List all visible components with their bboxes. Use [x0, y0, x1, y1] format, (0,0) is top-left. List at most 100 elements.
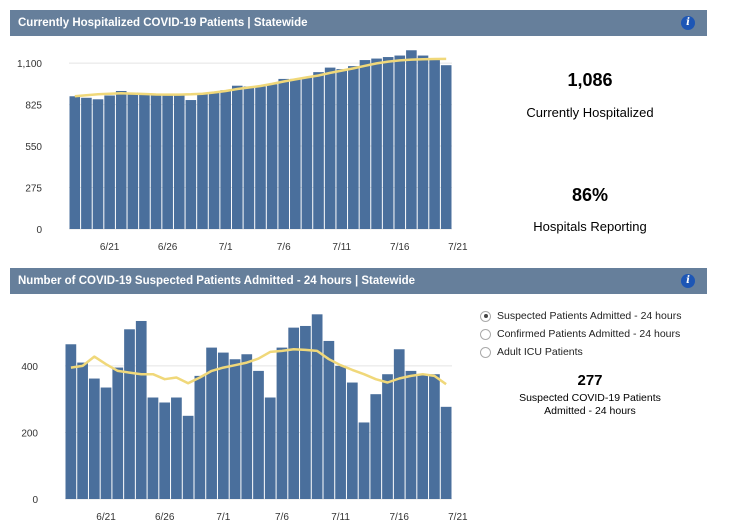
bar	[69, 96, 81, 229]
bar	[440, 406, 452, 499]
hospitalized-panel-header: Currently Hospitalized COVID-19 Patients…	[10, 10, 707, 36]
y-tick-label: 400	[21, 362, 38, 373]
bar	[194, 375, 206, 499]
x-tick-label: 6/21	[100, 242, 120, 253]
bar	[255, 86, 266, 230]
bar	[417, 55, 429, 230]
radio-button[interactable]	[480, 328, 491, 340]
x-tick-label: 7/1	[216, 512, 230, 523]
x-tick-label: 7/16	[390, 242, 410, 253]
bar	[173, 95, 185, 229]
y-tick-label: 275	[25, 184, 42, 195]
bar	[346, 382, 358, 499]
trend-line	[70, 348, 447, 386]
x-tick-label: 7/16	[389, 512, 409, 523]
bar	[197, 93, 208, 229]
y-tick-label: 0	[36, 225, 42, 236]
bar	[313, 72, 324, 229]
x-tick-label: 7/21	[448, 512, 468, 523]
bar	[88, 378, 100, 499]
currently-hospitalized-label: Currently Hospitalized	[526, 105, 654, 120]
bar	[65, 344, 77, 499]
x-tick-label: 7/11	[331, 512, 350, 523]
info-icon[interactable]: i	[681, 16, 695, 30]
bar	[104, 95, 115, 229]
radio-confirmed-admitted[interactable]: Confirmed Patients Admitted - 24 hours	[480, 326, 680, 342]
hospitals-reporting-label: Hospitals Reporting	[533, 219, 647, 234]
bar	[100, 387, 112, 499]
bar	[440, 65, 452, 229]
bar	[371, 58, 382, 229]
y-tick-label: 1,100	[17, 59, 42, 70]
bar	[182, 415, 194, 499]
suspected-admitted-label-line1: Suspected COVID-19 Patients	[519, 392, 661, 404]
bar	[159, 402, 171, 499]
info-icon[interactable]: i	[681, 274, 695, 288]
bar	[429, 59, 440, 229]
bar	[243, 86, 255, 230]
bar	[336, 69, 348, 229]
radio-label: Suspected Patients Admitted - 24 hours	[497, 310, 682, 322]
bar	[81, 97, 92, 230]
bar	[394, 55, 406, 230]
bar	[300, 325, 311, 499]
y-tick-label: 825	[25, 101, 42, 112]
x-tick-label: 7/1	[219, 242, 233, 253]
bar	[358, 422, 370, 499]
bar	[220, 90, 231, 229]
bar	[311, 314, 323, 499]
y-tick-label: 200	[21, 428, 38, 439]
y-tick-label: 550	[25, 142, 42, 153]
radio-button[interactable]	[480, 346, 491, 358]
bar	[382, 374, 393, 499]
admitted-panel-header: Number of COVID-19 Suspected Patients Ad…	[10, 268, 707, 294]
bar	[127, 92, 139, 229]
bar	[150, 94, 162, 229]
bar	[359, 60, 371, 229]
radio-adult-icu[interactable]: Adult ICU Patients	[480, 344, 583, 360]
bar	[241, 354, 253, 499]
bar	[162, 94, 173, 229]
bar	[217, 352, 229, 499]
y-tick-label: 0	[32, 495, 38, 506]
trend-line	[74, 57, 447, 98]
bar	[185, 100, 197, 229]
x-tick-label: 7/6	[275, 512, 289, 523]
bar	[278, 78, 290, 229]
bar	[77, 362, 88, 499]
currently-hospitalized-value: 1,086	[567, 70, 613, 90]
bar	[429, 374, 440, 499]
bar	[324, 67, 336, 229]
bar	[92, 99, 104, 230]
bar	[288, 327, 300, 499]
bar	[147, 397, 159, 499]
hospitalized-panel-title: Currently Hospitalized COVID-19 Patients…	[18, 17, 308, 29]
x-tick-label: 6/21	[96, 512, 116, 523]
x-tick-label: 7/21	[448, 242, 468, 253]
bar	[124, 329, 135, 499]
radio-label: Adult ICU Patients	[497, 346, 583, 358]
bar	[112, 367, 124, 499]
radio-button-selected[interactable]	[480, 310, 491, 322]
x-tick-label: 6/26	[155, 512, 175, 523]
bar	[171, 397, 182, 499]
bar	[290, 78, 301, 229]
hospitals-reporting-value: 86%	[571, 185, 609, 205]
bar	[139, 94, 150, 229]
admitted-panel-title: Number of COVID-19 Suspected Patients Ad…	[18, 275, 416, 287]
radio-suspected-admitted[interactable]: Suspected Patients Admitted - 24 hours	[480, 308, 681, 324]
suspected-admitted-value: 277	[577, 372, 603, 389]
bar	[323, 340, 335, 499]
bar	[208, 92, 220, 229]
bar	[417, 374, 429, 499]
bar	[335, 365, 346, 499]
bar	[406, 50, 417, 230]
bar	[229, 359, 241, 499]
admitted-bar-chart: 0 200 400 6/21 6/26 7/1 7/6 7/11 7/16 7/21	[21, 300, 468, 523]
suspected-admitted-label-line2: Admitted - 24 hours	[544, 405, 636, 417]
bar	[301, 77, 313, 229]
bar	[115, 90, 127, 229]
bar	[206, 347, 217, 499]
bar	[348, 66, 359, 229]
bar	[382, 57, 394, 229]
